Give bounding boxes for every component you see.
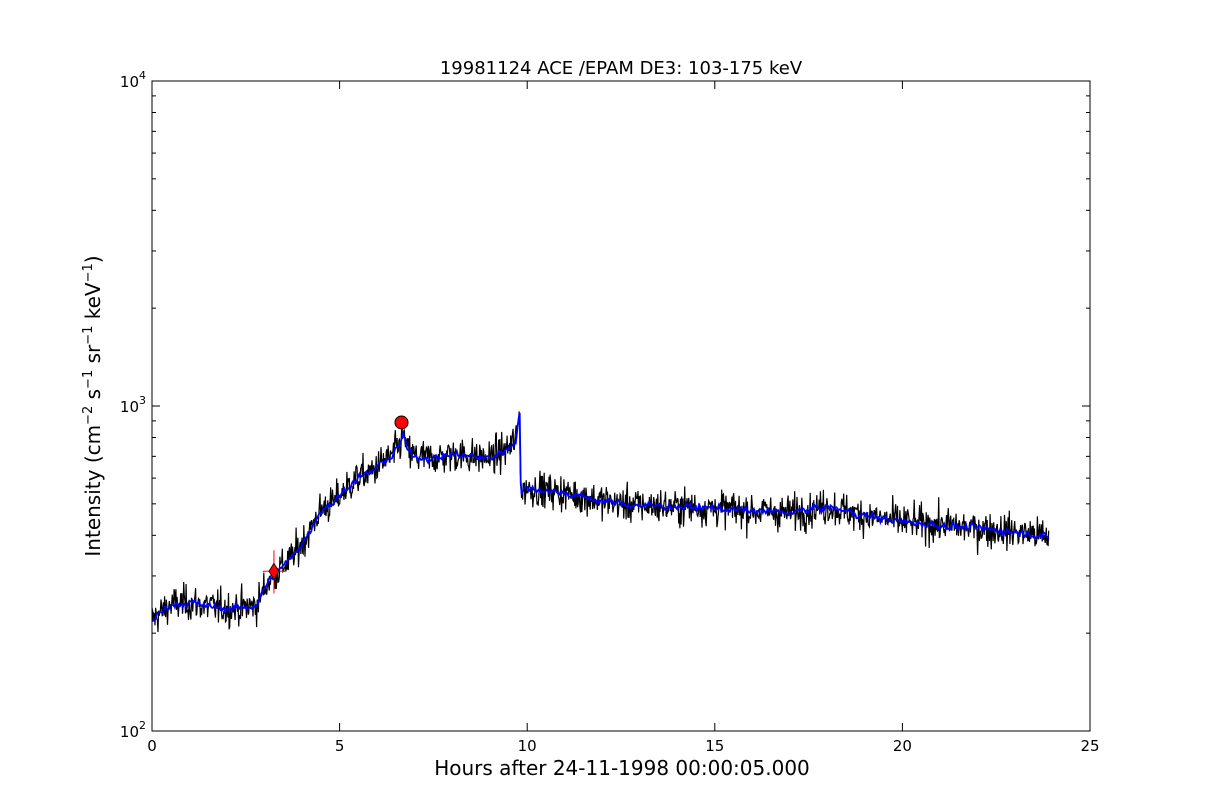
y-tick-label: 104: [120, 69, 146, 91]
x-axis-label: Hours after 24-11-1998 00:00:05.000: [434, 756, 810, 780]
raw-series-line: [152, 411, 1050, 633]
marker-layer: [262, 415, 409, 594]
x-tick-label: 25: [1080, 737, 1099, 755]
chart-title: 19981124 ACE /EPAM DE3: 103-175 keV: [440, 58, 803, 79]
onset-diamond-marker: [268, 562, 280, 581]
x-tick-label: 20: [893, 737, 912, 755]
x-tick-label: 10: [518, 737, 537, 755]
x-tick-label: 5: [335, 737, 345, 755]
x-tick-label: 15: [705, 737, 724, 755]
y-tick-label: 103: [120, 394, 146, 416]
x-tick-label: 0: [147, 737, 157, 755]
axes-layer: 0 5 10 15 20 25 102 103 104: [120, 69, 1100, 755]
series-layer: [152, 411, 1050, 633]
y-tick-label: 102: [120, 719, 146, 741]
y-axis-label: Intensity (cm−2 s−1 sr−1 keV−1): [81, 255, 105, 556]
peak-circle-marker: [394, 415, 409, 430]
plot-frame: [151, 80, 1091, 732]
smoothed-series-line: [152, 412, 1050, 622]
